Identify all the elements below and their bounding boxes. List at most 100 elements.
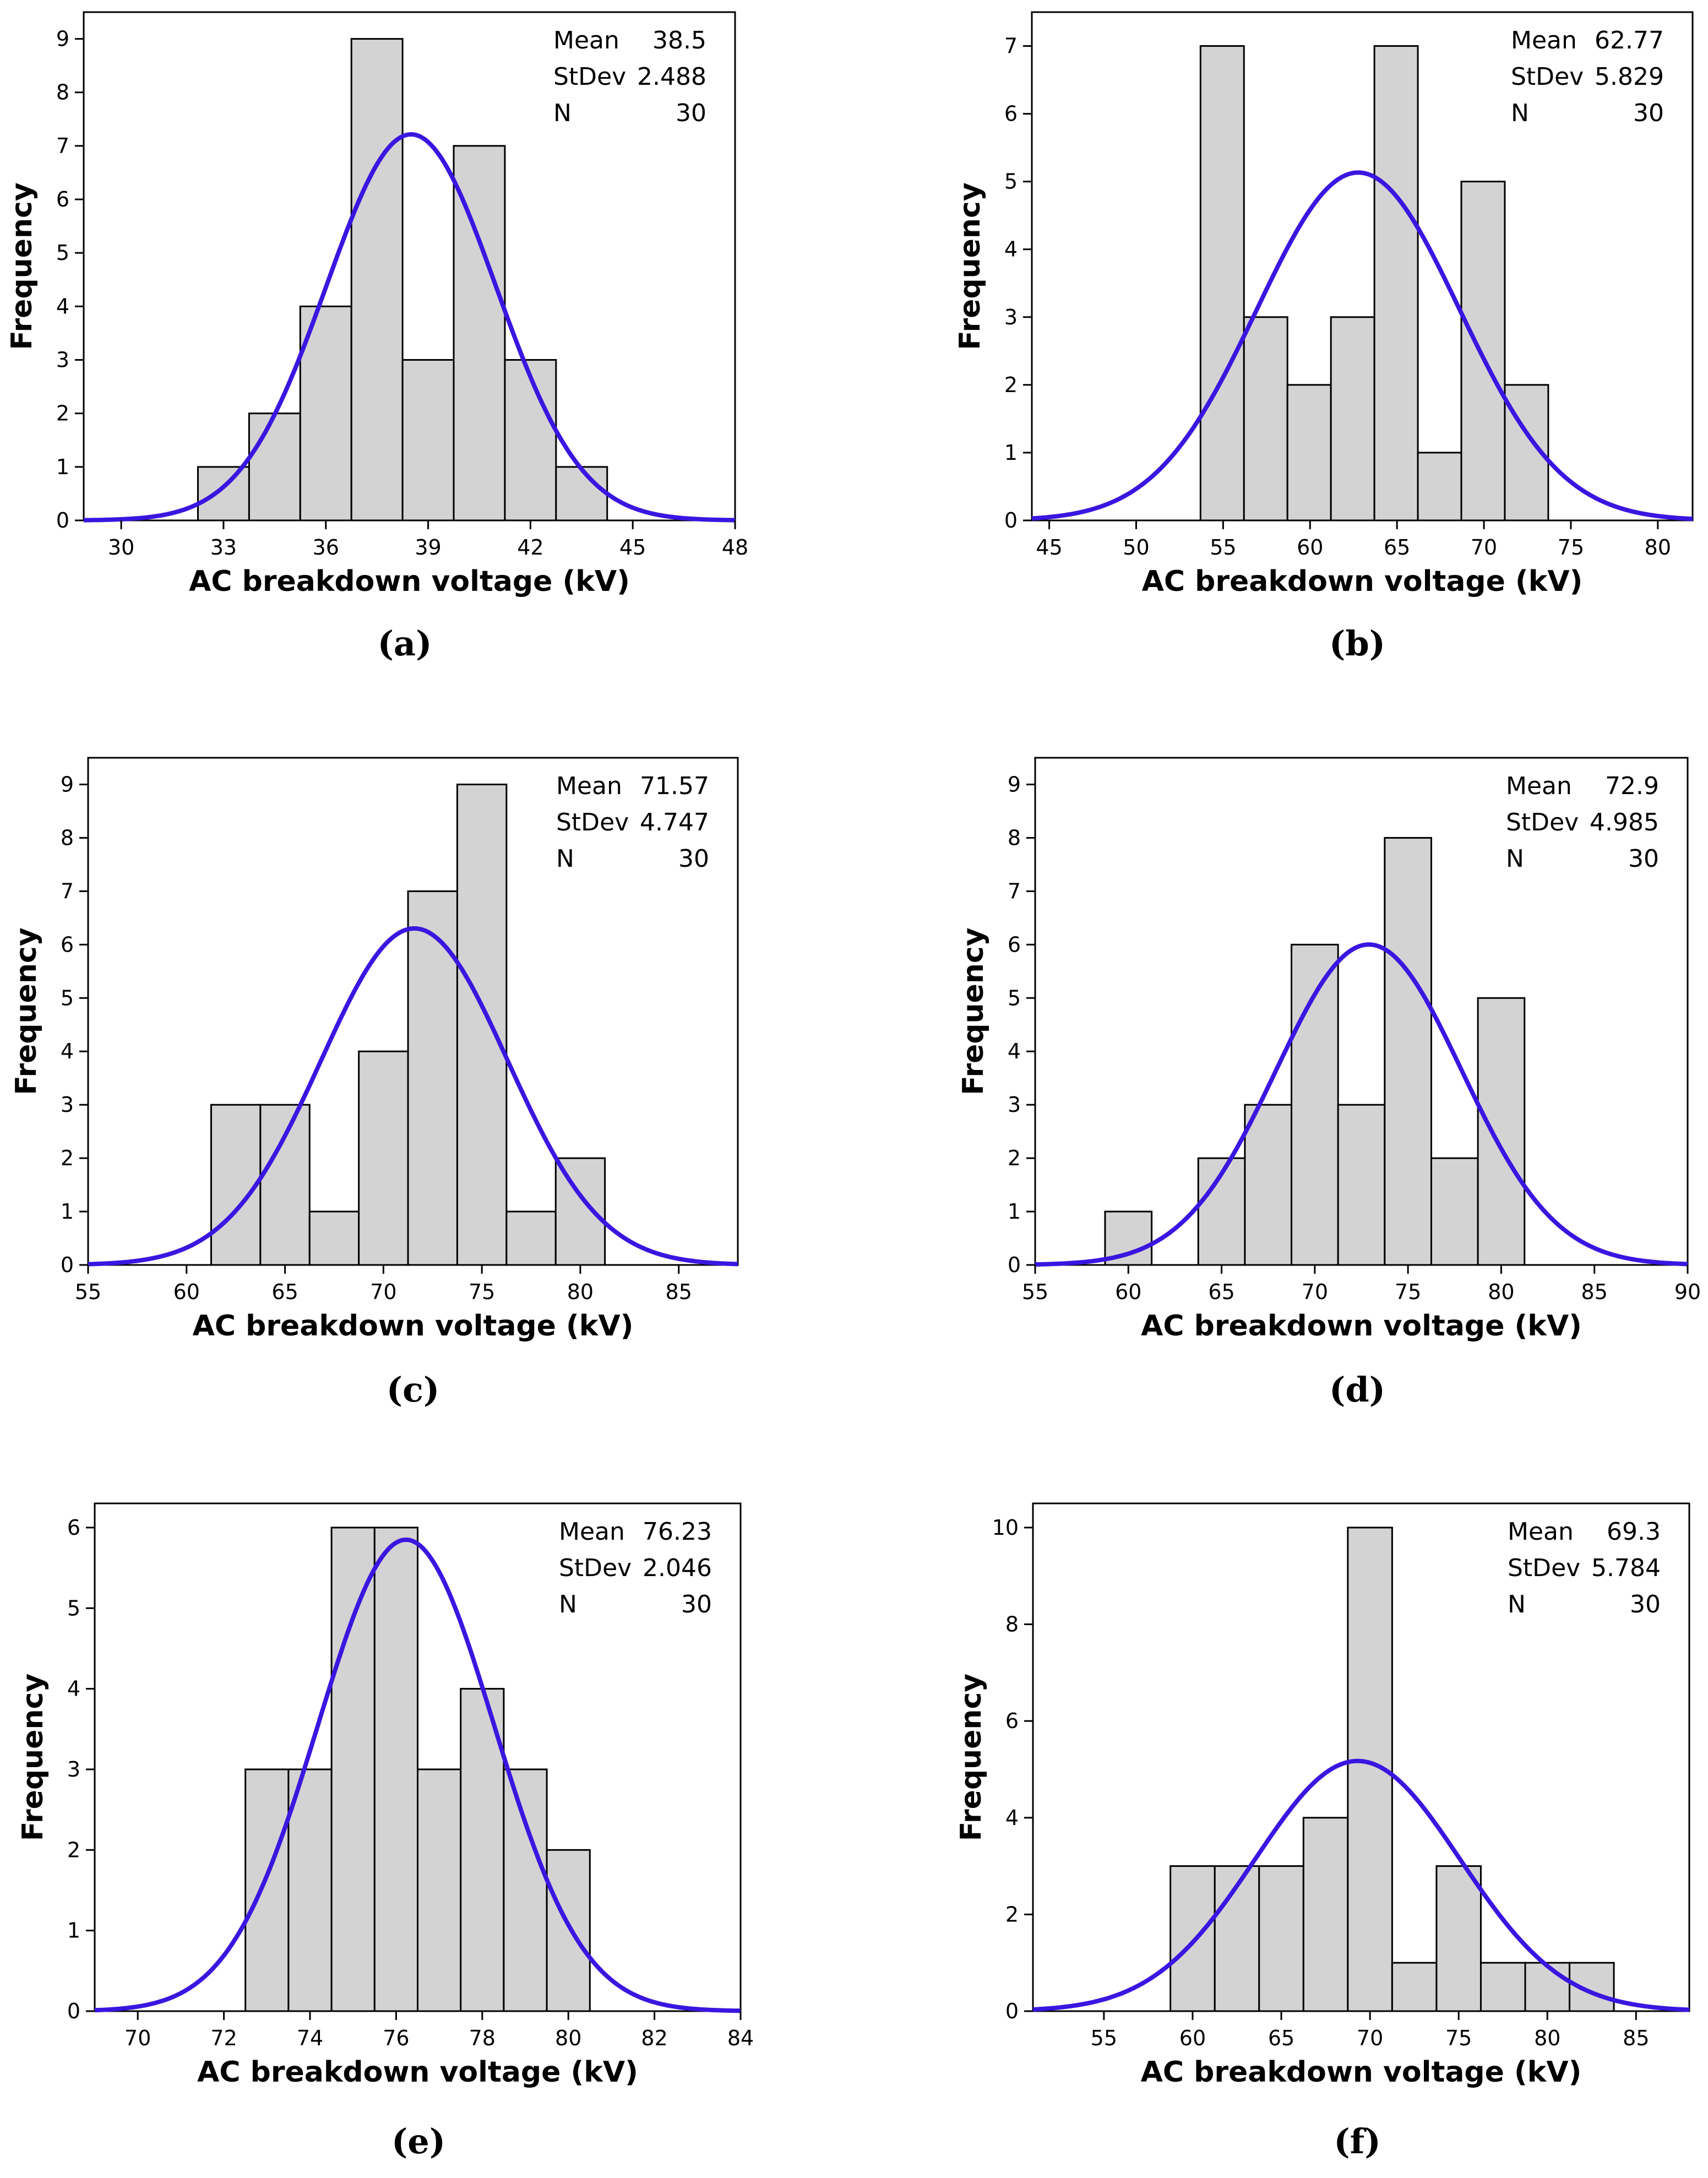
x-tick-label: 50 (1123, 535, 1149, 560)
histogram-bar (1286, 384, 1332, 522)
x-tick-label: 85 (1581, 1280, 1608, 1304)
histogram-bar (287, 1768, 333, 2012)
histogram-bar (1337, 1104, 1386, 1266)
y-axis-label: Frequency (6, 182, 39, 350)
y-tick-label: 5 (1008, 986, 1021, 1010)
x-tick-label: 80 (1645, 535, 1671, 560)
y-tick-label: 7 (1004, 34, 1018, 58)
histogram-bar (401, 359, 455, 522)
y-tick-label: 0 (1005, 1999, 1019, 2023)
normal-fit-curve (1035, 942, 1688, 1267)
histogram-bar (407, 890, 458, 1266)
y-tick-label: 2 (1005, 1902, 1019, 1926)
histogram-bar (1373, 45, 1419, 522)
x-axis-label: AC breakdown voltage (kV) (189, 565, 630, 598)
y-tick-label: 1 (1008, 1199, 1021, 1224)
stats-mean-label: Mean (1508, 1518, 1574, 1546)
stats-n-label: N (1508, 1590, 1526, 1618)
histogram-bar (1460, 181, 1506, 522)
stats-n-value: 30 (1628, 845, 1659, 873)
x-axis-label: AC breakdown voltage (kV) (197, 2056, 638, 2089)
x-tick-label: 85 (666, 1280, 692, 1304)
y-tick-label: 4 (1008, 1039, 1021, 1063)
histogram-bar (244, 1768, 290, 2012)
x-tick-label: 84 (727, 2026, 754, 2050)
y-tick-label: 9 (61, 772, 74, 796)
histogram-bar (1330, 316, 1375, 522)
x-tick-label: 80 (567, 1280, 594, 1304)
y-tick-label: 7 (1008, 879, 1021, 903)
panel-caption: (d) (1329, 1370, 1385, 1410)
y-tick-label: 6 (56, 187, 69, 211)
histogram-bar (1524, 1962, 1571, 2012)
y-tick-label: 2 (67, 1838, 80, 1862)
stats-mean-label: Mean (1506, 772, 1572, 800)
normal-fit-curve (83, 132, 735, 523)
y-tick-label: 4 (1005, 1806, 1019, 1830)
stats-stdev-label: StDev (1508, 1554, 1580, 1582)
x-tick-label: 75 (469, 1280, 495, 1304)
y-tick-label: 8 (61, 825, 74, 850)
histogram-bar (1430, 1157, 1479, 1266)
stats-mean-label: Mean (553, 26, 619, 55)
stats-n-value: 30 (676, 99, 706, 127)
stats-n-value: 30 (1633, 99, 1664, 127)
y-tick-label: 9 (1008, 772, 1021, 796)
y-tick-label: 0 (67, 1999, 80, 2023)
stats-mean-value: 71.57 (640, 772, 709, 800)
normal-fit-curve (94, 1538, 741, 2013)
histogram-bar (453, 145, 506, 522)
y-tick-label: 4 (56, 294, 69, 318)
stats-mean-value: 62.77 (1595, 26, 1664, 55)
x-tick-label: 30 (108, 535, 134, 560)
stats-stdev-value: 4.747 (640, 808, 709, 837)
stats-n-label: N (1506, 845, 1524, 873)
x-tick-label: 55 (1210, 535, 1236, 560)
histogram-panel-f: 55 60 65 70 75 80 85 0 2 4 6 8 10 AC breakdown voltag… (955, 1502, 1690, 2161)
y-axis-label: Frequency (10, 927, 43, 1095)
y-tick-label: 3 (61, 1093, 74, 1117)
histogram-bar (1258, 1865, 1304, 2012)
histogram-bar (1199, 45, 1245, 522)
x-tick-label: 45 (1036, 535, 1062, 560)
y-tick-label: 5 (56, 241, 69, 265)
x-tick-label: 90 (1674, 1280, 1701, 1304)
y-tick-label: 6 (1004, 102, 1018, 126)
y-tick-label: 3 (1008, 1093, 1021, 1117)
x-axis-label: AC breakdown voltage (kV) (1141, 1310, 1582, 1343)
x-tick-label: 60 (173, 1280, 200, 1304)
y-tick-label: 5 (1004, 170, 1018, 194)
normal-fit-curve (1031, 170, 1693, 522)
histogram-bar (1435, 1865, 1482, 2012)
y-tick-label: 3 (56, 348, 69, 372)
x-tick-label: 65 (1208, 1280, 1234, 1304)
y-tick-label: 2 (56, 401, 69, 426)
y-axis-label: Frequency (955, 1674, 988, 1841)
stats-n-label: N (1511, 99, 1529, 127)
stats-stdev-label: StDev (559, 1554, 632, 1582)
stats-stdev-value: 5.829 (1595, 63, 1664, 91)
x-tick-label: 82 (641, 2026, 667, 2050)
stats-n-label: N (556, 845, 574, 873)
stats-mean-value: 76.23 (643, 1518, 712, 1546)
panel-caption: (c) (387, 1370, 439, 1410)
y-axis-label: Frequency (954, 182, 987, 350)
x-tick-label: 72 (210, 2026, 237, 2050)
x-tick-label: 80 (1534, 2026, 1560, 2050)
y-axis-label: Frequency (957, 927, 990, 1095)
x-axis-label: AC breakdown voltage (kV) (1142, 565, 1583, 598)
x-tick-label: 36 (313, 535, 339, 560)
y-tick-label: 7 (56, 134, 69, 158)
stats-mean-value: 72.9 (1605, 772, 1659, 800)
x-tick-label: 75 (1445, 2026, 1472, 2050)
x-tick-label: 45 (619, 535, 646, 560)
stats-stdev-value: 5.784 (1591, 1554, 1661, 1582)
y-tick-label: 4 (61, 1039, 74, 1063)
histogram-bar (546, 1849, 591, 2012)
x-tick-label: 78 (469, 2026, 496, 2050)
y-tick-label: 2 (1004, 373, 1018, 397)
histogram-bar (1302, 1817, 1349, 2012)
histogram-bar (259, 1104, 311, 1266)
x-tick-label: 55 (1091, 2026, 1117, 2050)
